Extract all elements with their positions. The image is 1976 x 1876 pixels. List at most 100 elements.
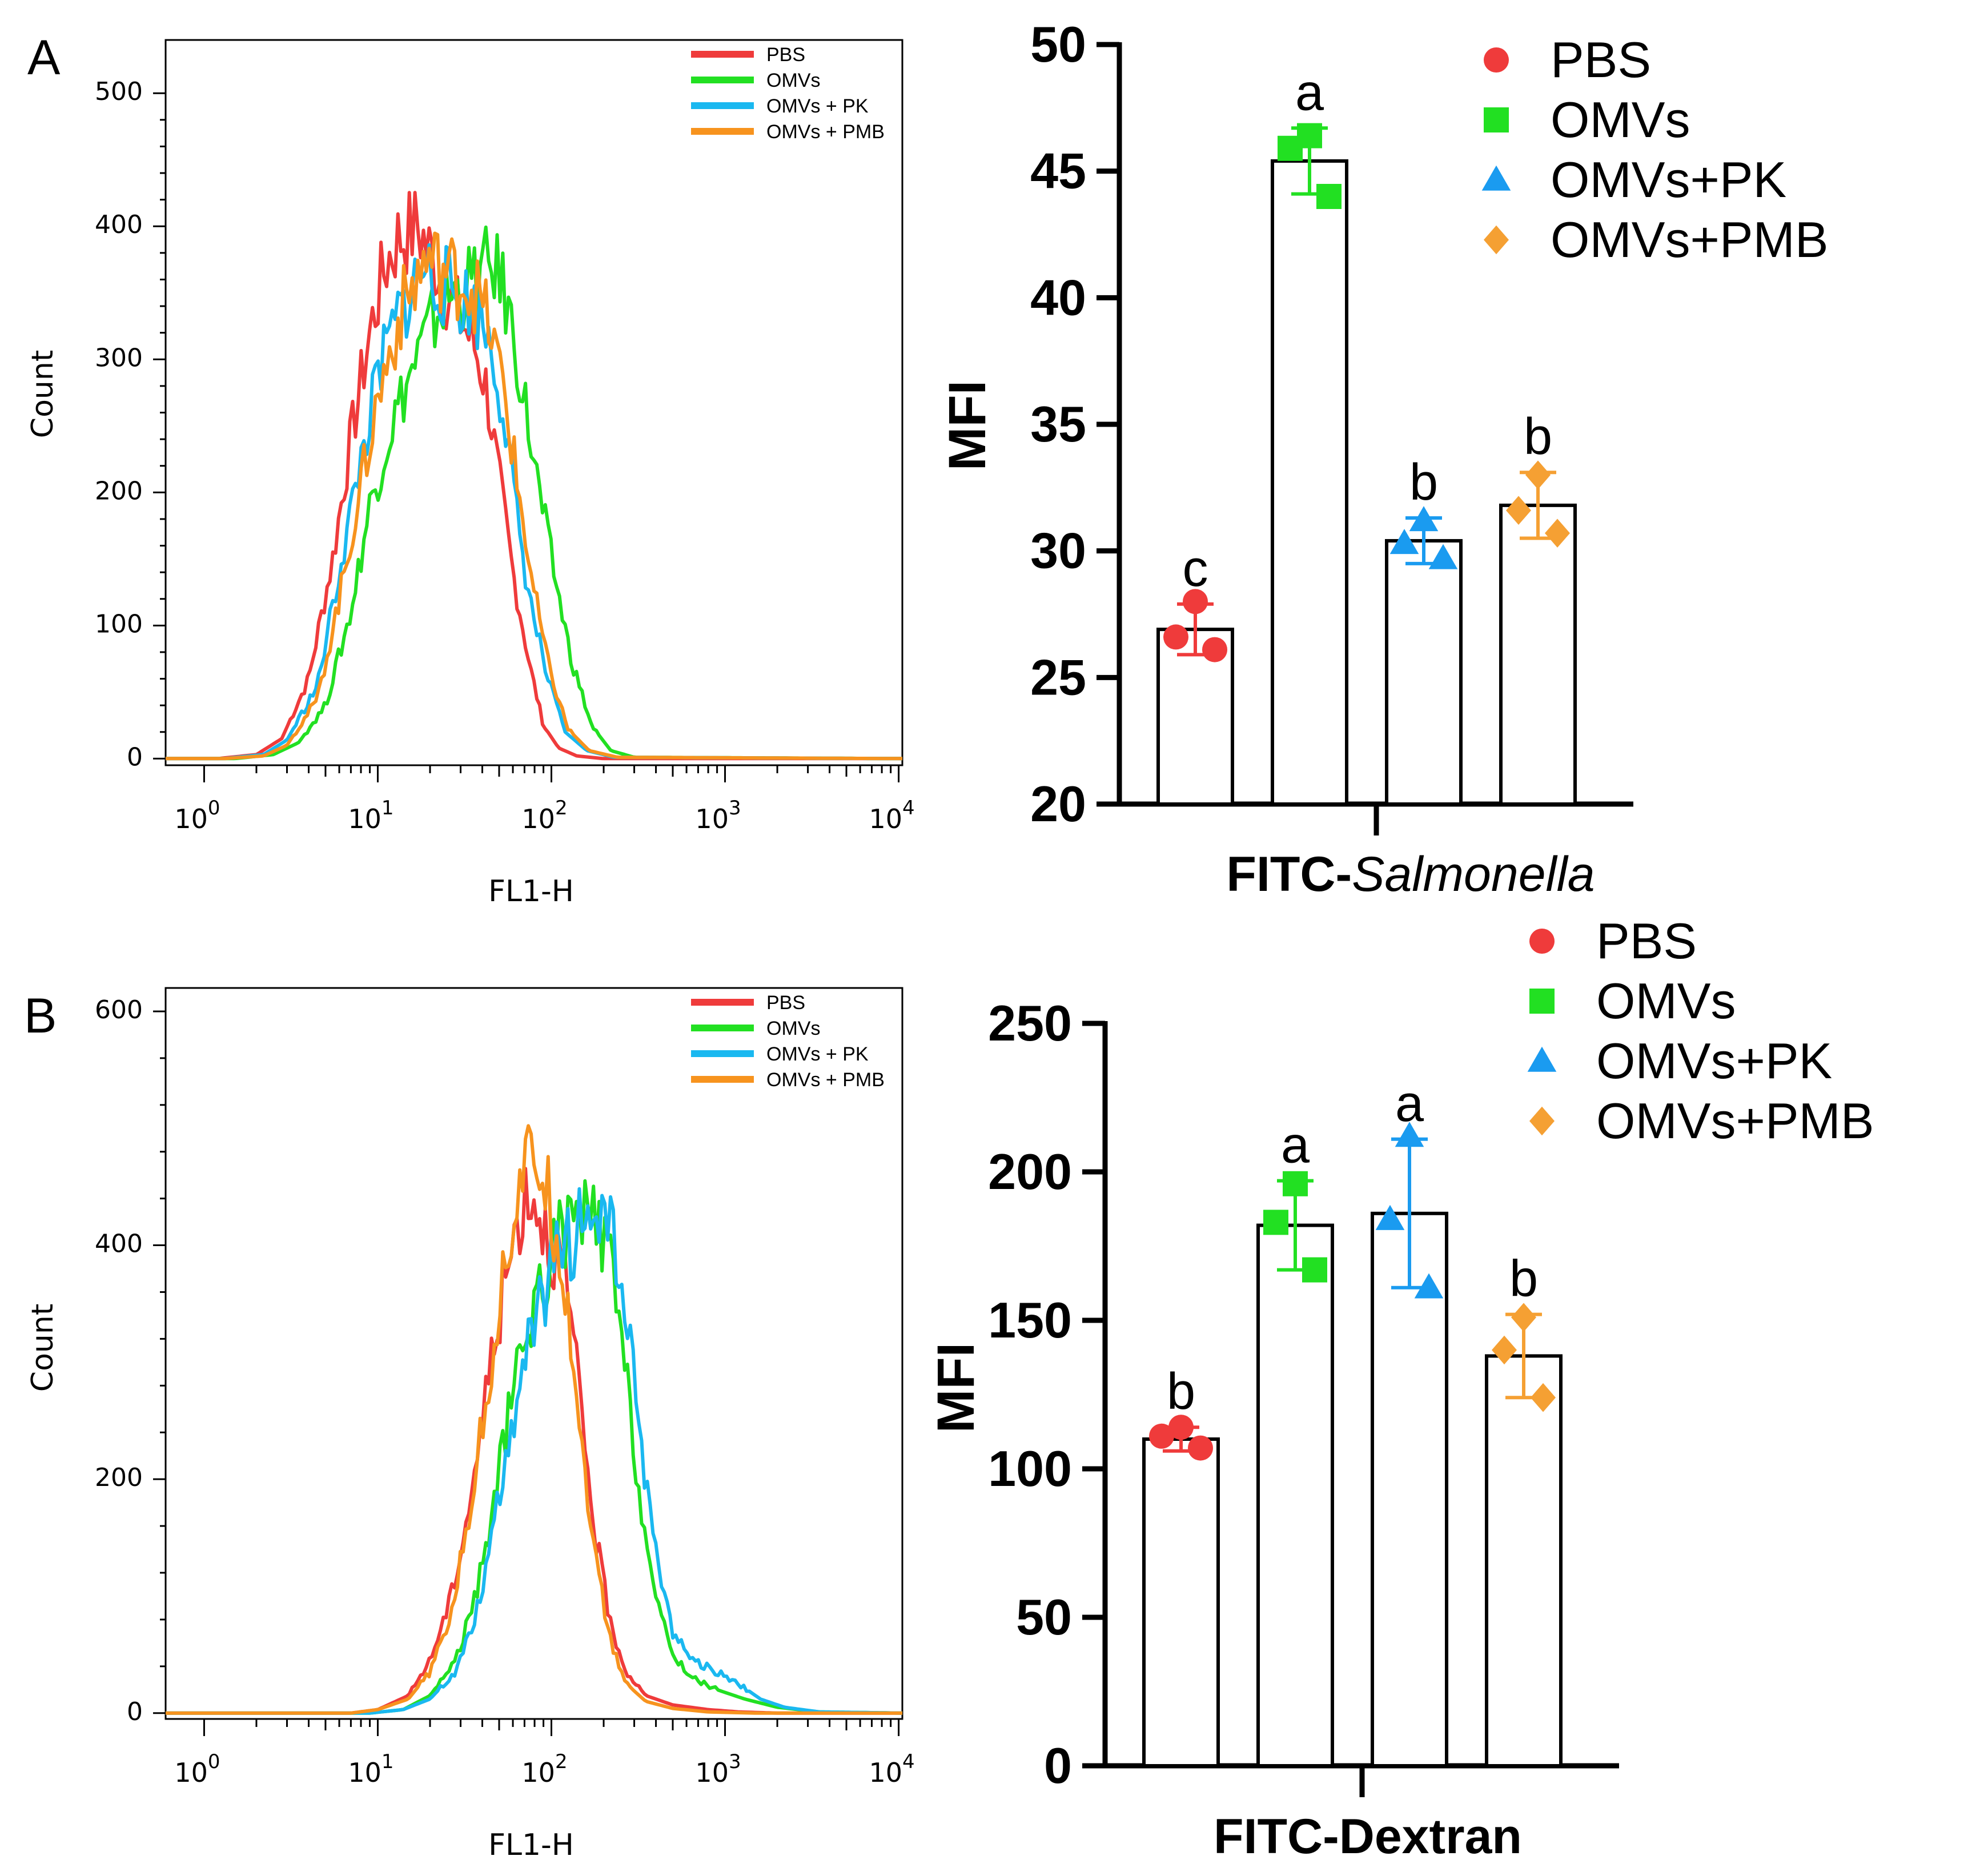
- data-point: [1492, 1335, 1517, 1365]
- legend-marker: [1484, 47, 1509, 73]
- significance-letter: b: [1409, 454, 1438, 511]
- significance-letter: c: [1183, 540, 1208, 597]
- series-line-pbs: [166, 1167, 902, 1715]
- bar-chart-a: 20 25 30 35 40 45 50 c a b b PBSOMVsOMVs+PKOMVs+P…: [938, 16, 1829, 902]
- legend-label: PBS: [766, 44, 805, 66]
- legend-marker: [1484, 225, 1509, 255]
- legend-label: PBS: [766, 992, 805, 1014]
- bar-chart-a-xlabel: FITC-Salmonella: [1226, 847, 1595, 902]
- legend-label: OMVs+PMB: [1551, 211, 1829, 268]
- legend-label: OMVs + PK: [766, 95, 869, 117]
- data-point: [1163, 624, 1188, 650]
- bar-chart-a-ylabel: MFI: [938, 380, 997, 471]
- bar: [1256, 1223, 1334, 1768]
- data-point: [1525, 460, 1551, 489]
- x-tick-exponent: 1: [381, 797, 394, 820]
- series-line-omvs: [166, 1179, 903, 1715]
- data-point: [1168, 1415, 1194, 1440]
- legend-label: PBS: [1596, 913, 1697, 969]
- legend-marker: [1527, 1046, 1557, 1072]
- x-tick-label: 103: [695, 1750, 741, 1788]
- x-tick-exponent: 0: [208, 1750, 220, 1773]
- data-point: [1506, 496, 1531, 525]
- data-point: [1316, 184, 1342, 209]
- legend-marker: [1529, 989, 1555, 1014]
- y-tick-label: 45: [1030, 143, 1086, 199]
- data-point: [1283, 1171, 1308, 1196]
- bar-chart-a-xlabel-italic: Salmonella: [1352, 847, 1595, 902]
- significance-letter: a: [1281, 1117, 1310, 1174]
- significance-letter: b: [1524, 408, 1552, 465]
- x-tick-label: 104: [869, 797, 914, 834]
- y-tick-label: 400: [95, 1230, 143, 1259]
- histogram-b-xlabel: FL1-H: [488, 1828, 574, 1862]
- data-point: [1409, 506, 1439, 532]
- data-point: [1531, 1383, 1556, 1412]
- series-line-omvspmb: [166, 231, 902, 761]
- legend-label: OMVs+PK: [1596, 1033, 1832, 1089]
- bar: [1385, 539, 1463, 806]
- data-point: [1188, 1435, 1213, 1461]
- y-tick-label: 250: [988, 995, 1072, 1051]
- x-tick-label: 103: [695, 797, 741, 834]
- series-line-omvspk: [166, 1187, 903, 1715]
- bar: [1499, 503, 1577, 806]
- y-tick-label: 50: [1030, 16, 1086, 73]
- legend-label: OMVs+PMB: [1596, 1092, 1874, 1149]
- x-tick-exponent: 3: [729, 1750, 741, 1773]
- y-tick-label: 400: [95, 210, 143, 239]
- data-point: [1202, 637, 1227, 662]
- significance-letter: a: [1395, 1075, 1424, 1132]
- x-tick-exponent: 2: [555, 797, 568, 820]
- legend-label: OMVs + PK: [766, 1043, 869, 1065]
- x-tick-base: 10: [521, 804, 555, 834]
- data-point: [1389, 529, 1419, 555]
- y-tick-label: 300: [95, 343, 143, 372]
- data-point: [1278, 135, 1303, 161]
- x-tick-base: 10: [695, 1757, 729, 1788]
- x-tick-label: 102: [521, 797, 567, 834]
- y-tick-label: 600: [95, 995, 143, 1025]
- series-line-omvspmb: [166, 1124, 902, 1715]
- legend-label: OMVs: [1596, 973, 1736, 1029]
- data-point: [1302, 1257, 1327, 1283]
- legend-marker: [1484, 107, 1509, 132]
- y-tick-label: 35: [1030, 396, 1086, 452]
- x-tick-exponent: 2: [555, 1750, 568, 1773]
- y-tick-label: 500: [95, 77, 143, 106]
- bar-chart-b-ylabel: MFI: [927, 1343, 985, 1433]
- histogram-b-frame: [164, 987, 903, 1720]
- legend-marker: [1529, 929, 1555, 954]
- y-tick-label: 20: [1030, 776, 1086, 832]
- x-tick-base: 10: [174, 1757, 208, 1788]
- legend-label: OMVs: [766, 70, 820, 91]
- x-tick-label: 100: [174, 797, 220, 834]
- x-tick-exponent: 1: [381, 1750, 394, 1773]
- x-tick-label: 101: [348, 797, 393, 834]
- series-line-pbs: [166, 191, 902, 761]
- y-tick-label: 50: [1016, 1589, 1072, 1645]
- x-tick-base: 10: [174, 804, 208, 834]
- bar-chart-a-xlabel-bold: FITC-: [1226, 847, 1352, 902]
- panel-label-a: A: [27, 30, 61, 85]
- y-tick-label: 30: [1030, 523, 1086, 579]
- legend-label: OMVs+PK: [1551, 151, 1786, 208]
- x-tick-label: 104: [869, 1750, 914, 1788]
- legend-label: OMVs: [766, 1018, 820, 1039]
- x-tick-exponent: 4: [902, 1750, 915, 1773]
- x-tick-exponent: 0: [208, 797, 220, 820]
- y-tick-label: 100: [988, 1440, 1072, 1497]
- legend-marker: [1481, 165, 1511, 191]
- y-tick-label: 150: [988, 1292, 1072, 1348]
- y-tick-label: 200: [988, 1143, 1072, 1200]
- y-tick-label: 0: [127, 1697, 143, 1726]
- data-point: [1149, 1423, 1174, 1449]
- x-tick-base: 10: [869, 1757, 902, 1788]
- x-tick-label: 102: [521, 1750, 567, 1788]
- bar-chart-b: 0 50 100 150 200 250 b a a b PBSOMVsOMVs+PKOMVs+…: [927, 913, 1874, 1864]
- histogram-a-frame: [164, 39, 903, 766]
- data-point: [1511, 1303, 1536, 1332]
